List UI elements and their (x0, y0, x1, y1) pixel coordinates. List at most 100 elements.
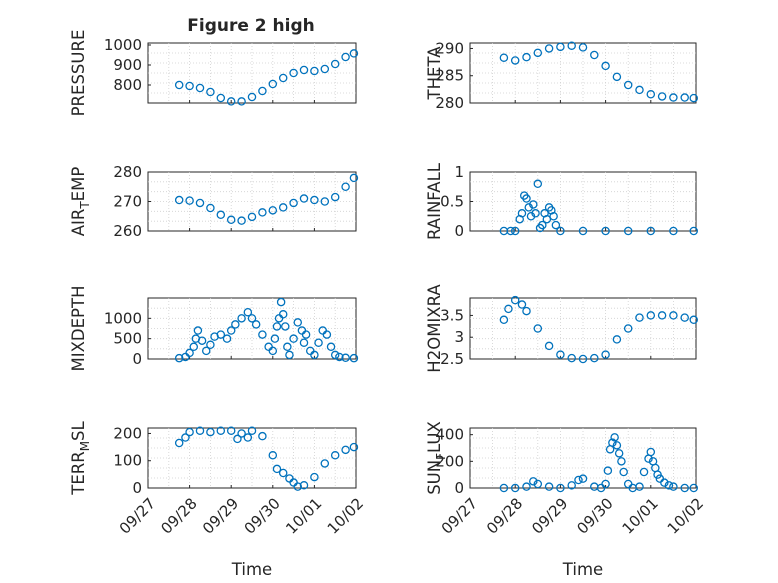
data-point (646, 311, 656, 320)
data-point (601, 479, 610, 489)
data-point (619, 467, 628, 477)
y-tick-label: 800 (113, 76, 142, 94)
data-point (237, 97, 246, 106)
data-point (206, 87, 215, 97)
y-axis-label: AIRTEMP (69, 167, 92, 237)
data-point (657, 311, 667, 320)
data-point (499, 53, 509, 62)
data-point (689, 483, 698, 493)
data-point (216, 210, 226, 220)
data-point (301, 330, 311, 339)
data-point (349, 442, 359, 452)
data-point (341, 445, 350, 455)
data-point (517, 300, 527, 309)
data-point (289, 68, 298, 78)
data-point (617, 457, 626, 466)
data-point (310, 66, 319, 76)
y-axis-label: MIXDEPTH (69, 286, 88, 372)
data-point (285, 350, 294, 360)
data-point (660, 478, 669, 487)
data-point (251, 320, 261, 329)
y-axis-label: THETA (425, 46, 444, 101)
y-axis-label: TERRMSL (69, 420, 92, 495)
data-point (272, 322, 282, 331)
data-point (341, 52, 350, 62)
data-point (310, 472, 319, 482)
data-point (226, 326, 236, 335)
data-point (270, 334, 280, 343)
y-tick-label: 1 (454, 163, 464, 181)
data-point (556, 483, 565, 493)
data-point (590, 50, 599, 60)
data-point (578, 474, 588, 483)
y-tick-label: 200 (113, 424, 142, 442)
data-point (174, 80, 184, 90)
data-point (299, 338, 309, 347)
data-point (258, 208, 267, 217)
figure-title: Figure 2 high (187, 16, 315, 36)
data-point (574, 475, 583, 485)
data-point (299, 194, 309, 203)
data-point (544, 341, 554, 351)
axes-box (147, 171, 357, 232)
data-point (330, 451, 340, 460)
data-point (610, 433, 619, 442)
y-tick-label: 270 (113, 193, 142, 211)
data-point (174, 353, 184, 363)
data-point (510, 295, 520, 305)
data-point (531, 209, 540, 218)
data-point (322, 330, 332, 339)
data-point (268, 206, 278, 215)
data-point (193, 326, 203, 335)
data-point (533, 479, 543, 489)
data-point (195, 426, 205, 435)
y-tick-label: 500 (113, 330, 142, 348)
data-point (293, 482, 303, 491)
data-point (506, 226, 515, 236)
data-point (320, 459, 330, 468)
data-point (206, 203, 215, 213)
y-tick-label: 0 (454, 479, 464, 497)
data-point (664, 481, 674, 490)
data-point (320, 64, 330, 74)
data-point (278, 203, 288, 212)
data-point (278, 310, 288, 319)
data-point (278, 73, 288, 83)
y-axis-label: PRESSURE (69, 30, 88, 117)
data-point (669, 226, 678, 236)
y-tick-label: 0 (132, 479, 142, 497)
data-point (335, 352, 344, 362)
data-point (299, 481, 309, 490)
data-point (349, 173, 359, 183)
data-point (197, 336, 207, 345)
data-point (276, 297, 286, 307)
subplot-pressure: 800 900 1000 PRESSURE (69, 30, 359, 117)
x-axis-label: Time (231, 560, 272, 579)
data-point (680, 483, 689, 493)
data-point (226, 426, 236, 435)
data-point (542, 214, 552, 224)
data-point (612, 441, 622, 450)
data-point (608, 438, 617, 447)
data-point (341, 182, 350, 191)
data-point (293, 318, 303, 327)
data-point (243, 433, 253, 442)
data-point (237, 429, 246, 438)
data-point (281, 322, 290, 331)
y-tick-label: 285 (435, 67, 464, 85)
data-point (517, 209, 527, 218)
data-point (623, 80, 633, 90)
data-point (283, 342, 292, 352)
y-tick-label: 2.5 (440, 350, 464, 368)
y-tick-label: 3 (454, 328, 464, 346)
data-point (237, 216, 246, 225)
data-point (233, 434, 242, 444)
data-point (341, 353, 350, 363)
y-tick-label: 200 (435, 452, 464, 470)
y-tick-label: 0 (132, 350, 142, 368)
data-point (174, 195, 184, 205)
y-axis-label: H2OMIXRA (425, 284, 444, 373)
data-point (185, 81, 194, 91)
